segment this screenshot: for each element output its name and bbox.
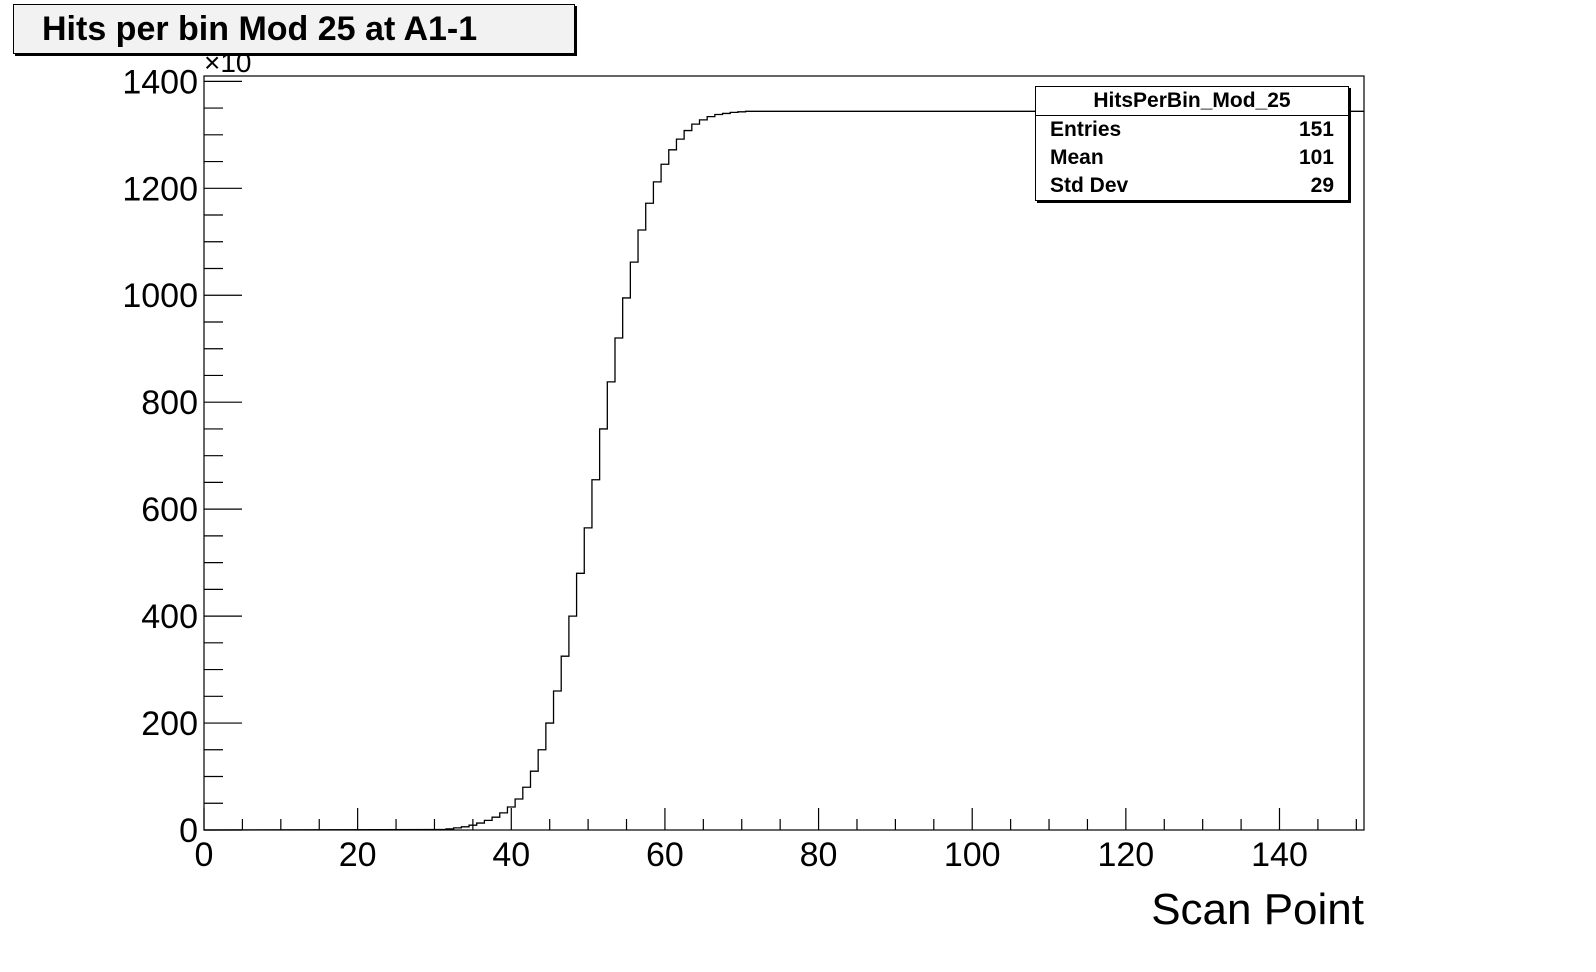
x-tick-label: 80 — [800, 836, 838, 874]
histogram-bin — [615, 338, 623, 830]
title-box: Hits per bin Mod 25 at A1-1 — [13, 4, 575, 54]
histogram-bin — [715, 115, 723, 830]
histogram-bin — [584, 528, 592, 830]
histogram-bin — [707, 117, 715, 830]
histogram-bin — [638, 230, 646, 830]
stats-box: HitsPerBin_Mod_25 Entries 151 Mean 101 S… — [1035, 86, 1349, 201]
stats-row-mean: Mean 101 — [1036, 144, 1348, 172]
histogram-bin — [661, 164, 669, 830]
histogram-outline — [203, 110, 1364, 831]
histogram-bin — [684, 131, 692, 830]
x-axis-label: Scan Point — [1151, 885, 1364, 934]
histogram-bin — [538, 750, 546, 830]
histogram-bin — [738, 112, 746, 830]
histogram-bins — [438, 111, 1364, 830]
x-tick-label: 0 — [195, 836, 214, 874]
histogram-bin — [692, 124, 700, 830]
histogram-bin — [607, 382, 615, 830]
x-tick-label: 60 — [646, 836, 684, 874]
plot-frame — [203, 75, 1365, 831]
histogram-bin — [515, 799, 523, 830]
stats-label: Mean — [1050, 146, 1104, 169]
y-tick-label: 1400 — [122, 63, 198, 101]
histogram-bin — [500, 813, 508, 830]
stats-title: HitsPerBin_Mod_25 — [1036, 87, 1348, 116]
histogram-bin — [746, 111, 754, 830]
x-axis: 0 20 40 60 80 100 120 140 — [195, 808, 1357, 874]
histogram-bin — [646, 203, 654, 830]
y-tick-label: 800 — [141, 384, 198, 422]
histogram-bin — [569, 616, 577, 830]
x-tick-label: 140 — [1251, 836, 1308, 874]
y-tick-label: 1000 — [122, 277, 198, 315]
x-tick-label: 40 — [492, 836, 530, 874]
x-tick-label: 20 — [339, 836, 377, 874]
y-tick-label: 400 — [141, 598, 198, 636]
histogram-bin — [653, 182, 661, 830]
histogram-bin — [530, 771, 538, 830]
histogram-plateau-bins — [753, 111, 1364, 830]
histogram-bin — [623, 298, 631, 830]
histogram-bin — [699, 120, 707, 830]
histogram-bin — [592, 480, 600, 830]
histogram-bin — [477, 823, 485, 830]
stats-label: Std Dev — [1050, 174, 1129, 197]
histogram-bin — [546, 723, 554, 830]
histogram-bin — [600, 429, 608, 830]
stats-value: 101 — [1298, 146, 1334, 169]
histogram-bin — [730, 112, 738, 830]
y-tick-label: 600 — [141, 491, 198, 529]
y-tick-label: 1200 — [122, 170, 198, 208]
histogram-bin — [577, 573, 585, 830]
histogram-bin — [554, 691, 562, 830]
histogram-bin — [484, 820, 492, 830]
histogram-bin — [523, 787, 531, 830]
histogram-bin — [676, 139, 684, 830]
stats-row-std-dev: Std Dev 29 — [1036, 172, 1348, 200]
histogram-bin — [669, 150, 677, 830]
histogram-bin — [630, 262, 638, 830]
y-tick-label: 0 — [179, 812, 198, 850]
stats-row-entries: Entries 151 — [1036, 116, 1348, 144]
histogram-bin — [561, 656, 569, 830]
chart-title: Hits per bin Mod 25 at A1-1 — [42, 10, 478, 48]
x-tick-label: 100 — [944, 836, 1001, 874]
y-tick-label: 200 — [141, 705, 198, 743]
y-axis: 0 200 400 600 800 1000 1200 1400 — [122, 63, 242, 850]
stats-label: Entries — [1050, 118, 1122, 141]
histogram-bin — [492, 817, 500, 830]
histogram-bin — [723, 113, 731, 830]
stats-value: 151 — [1298, 118, 1334, 141]
stats-value: 29 — [1310, 174, 1334, 197]
x-tick-label: 120 — [1097, 836, 1154, 874]
